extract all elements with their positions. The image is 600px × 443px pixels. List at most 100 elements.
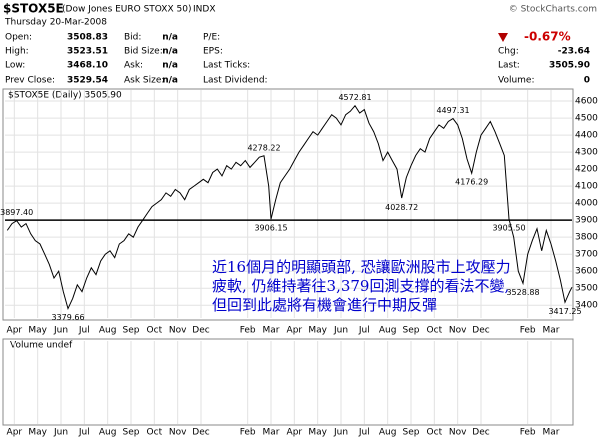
field-value: 3468.10 (67, 61, 108, 71)
annotation: 3528.88 (506, 288, 539, 297)
x-tick-label: Aug (379, 326, 397, 336)
x-tick-label: Jul (78, 326, 90, 336)
series-label: $STOX5E (Daily) 3505.90 (8, 91, 122, 101)
annotation: 4028.72 (385, 203, 418, 212)
x-tick-label: Sep (403, 326, 420, 336)
x-tick-label: Feb (520, 428, 536, 438)
field-value: 3529.54 (67, 76, 108, 86)
field-label: P/E: (203, 33, 220, 43)
x-tick-label: Sep (123, 326, 140, 336)
x-tick-label: May (28, 428, 47, 438)
date: Thursday 20-Mar-2008 (4, 18, 107, 28)
x-tick-label: Nov (449, 326, 467, 336)
x-tick-label: Mar (543, 428, 560, 438)
x-tick-label: Jun (333, 326, 348, 336)
x-tick-label: Dec (192, 326, 209, 336)
field-value: n/a (162, 61, 178, 71)
y-tick-label: 4600 (575, 97, 598, 107)
field-label: Ask: (124, 61, 143, 71)
x-tick-label: Jun (333, 428, 348, 438)
x-tick-label: Jul (78, 428, 90, 438)
y-tick-label: 3500 (575, 284, 598, 294)
field-label: Low: (5, 61, 25, 71)
x-tick-label: Feb (520, 326, 536, 336)
y-tick-label: 4400 (575, 131, 598, 141)
field-label: Last: (498, 61, 520, 71)
note: 疲軟, 仍維持著往3,379回測支撐的看法不變, (212, 277, 509, 295)
x-tick-label: Dec (192, 428, 209, 438)
x-tick-label: Jul (358, 326, 370, 336)
x-tick-label: Dec (472, 428, 489, 438)
field-label: High: (5, 47, 29, 57)
field-label: EPS: (203, 47, 223, 57)
symbol-name: (Dow Jones EURO STOXX 50) (62, 5, 191, 15)
field-label: Last Dividend: (203, 76, 268, 86)
field-label: Prev Close: (5, 76, 55, 86)
x-tick-label: Apr (7, 326, 23, 336)
x-tick-label: Oct (427, 428, 443, 438)
annotation: 3897.40 (0, 208, 33, 217)
x-tick-label: Jun (53, 428, 68, 438)
annotation: 3905.50 (492, 224, 525, 233)
x-tick-label: Oct (427, 326, 443, 336)
field-value: 3505.90 (549, 61, 590, 71)
exchange: INDX (193, 5, 215, 15)
x-tick-label: Jul (358, 428, 370, 438)
field-value: -23.64 (558, 47, 590, 57)
symbol: $STOX5E (3, 2, 64, 16)
x-tick-label: May (308, 326, 327, 336)
annotation: 3906.15 (254, 224, 287, 233)
y-tick-label: 3800 (575, 233, 598, 243)
annotation: 4497.31 (436, 106, 469, 115)
field-label: Bid Size: (124, 47, 163, 57)
x-tick-label: Apr (287, 326, 303, 336)
y-tick-label: 3700 (575, 250, 598, 260)
x-tick-label: May (28, 326, 47, 336)
credit: © StockCharts.com (509, 5, 597, 15)
field-value: n/a (162, 47, 178, 57)
y-tick-label: 3400 (575, 301, 598, 311)
note: 但回到此處將有機會進行中期反彈 (212, 296, 437, 314)
x-tick-label: Sep (123, 428, 140, 438)
x-tick-label: Nov (169, 326, 187, 336)
y-tick-label: 4000 (575, 199, 598, 209)
x-tick-label: Apr (7, 428, 23, 438)
x-tick-label: Nov (169, 428, 187, 438)
note: 近16個月的明顯頭部, 恐讓歐洲股市上攻壓力 (212, 258, 511, 276)
x-tick-label: Jun (53, 326, 68, 336)
annotation: 3417.25 (548, 307, 581, 316)
x-tick-label: Sep (403, 428, 420, 438)
volume-panel (2, 338, 574, 426)
x-tick-label: Apr (287, 428, 303, 438)
field-value: 0 (584, 76, 590, 86)
x-tick-label: May (308, 428, 327, 438)
field-label: Last Ticks: (203, 61, 250, 71)
x-tick-label: Mar (263, 428, 280, 438)
x-tick-label: Oct (147, 428, 163, 438)
field-label: Bid: (124, 33, 141, 43)
x-tick-label: Aug (379, 428, 397, 438)
field-value: 3508.83 (67, 33, 108, 43)
price-panel (2, 88, 574, 321)
y-tick-label: 4300 (575, 148, 598, 158)
y-tick-label: 4100 (575, 182, 598, 192)
annotation: 4278.22 (247, 143, 280, 152)
x-tick-label: Nov (449, 428, 467, 438)
x-tick-label: Aug (99, 428, 117, 438)
field-label: Volume: (498, 76, 535, 86)
y-tick-label: 4200 (575, 165, 598, 175)
x-tick-label: Mar (263, 326, 280, 336)
field-label: Ask Size: (124, 76, 164, 86)
y-tick-label: 3900 (575, 216, 598, 226)
change-pct: -0.67% (524, 30, 571, 44)
x-tick-label: Aug (99, 326, 117, 336)
field-value: n/a (162, 33, 178, 43)
y-tick-label: 3600 (575, 267, 598, 277)
x-tick-label: Mar (543, 326, 560, 336)
annotation: 4572.81 (338, 93, 371, 102)
x-tick-label: Dec (472, 326, 489, 336)
down-arrow (498, 33, 508, 42)
field-value: n/a (162, 76, 178, 86)
field-label: Open: (5, 33, 32, 43)
